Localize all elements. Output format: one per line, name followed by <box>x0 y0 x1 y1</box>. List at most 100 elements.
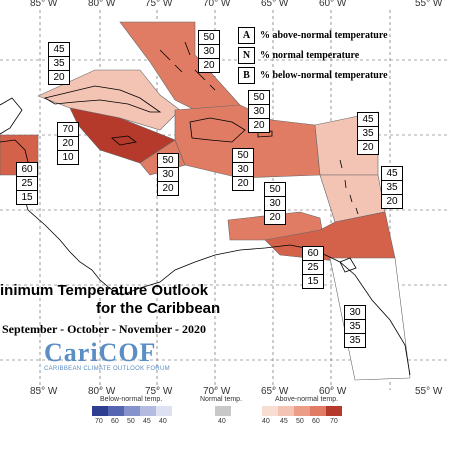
colorbar-normal-40 <box>215 406 231 416</box>
colorbar-tick-below-70: 70 <box>95 418 103 425</box>
prob-below: 20 <box>248 118 270 133</box>
prob-above: 50 <box>232 148 254 163</box>
prob-normal: 35 <box>48 56 70 71</box>
coast-cuba <box>43 85 162 113</box>
prob-box-trinidad: 60 25 15 <box>302 246 324 289</box>
prob-normal: 30 <box>157 167 179 182</box>
colorbar-below-45 <box>140 406 156 416</box>
prob-normal: 25 <box>302 260 324 275</box>
colorbar-tick-below-50: 50 <box>127 418 135 425</box>
prob-above: 30 <box>344 305 366 320</box>
logo-subtitle: CARIBBEAN CLIMATE OUTLOOK FORUM <box>44 366 170 372</box>
coast-south-america <box>121 244 411 376</box>
colorbar-below-70 <box>92 406 108 416</box>
lon-label-70w: 70° W <box>203 0 231 9</box>
prob-box-turks-caicos: 50 30 20 <box>248 90 270 133</box>
colorbar-tick-above-45: 45 <box>280 418 288 425</box>
prob-above: 45 <box>48 42 70 57</box>
coast-central-america <box>0 139 123 296</box>
colorbar-tick-below-60: 60 <box>111 418 119 425</box>
lon-label-bottom-75w: 75° W <box>145 386 173 397</box>
season-label: September - October - November - 2020 <box>2 322 206 336</box>
prob-normal: 30 <box>232 162 254 177</box>
prob-box-cayman: 50 30 20 <box>157 153 179 196</box>
prob-box-jamaica: 70 20 10 <box>57 122 79 165</box>
prob-normal: 25 <box>16 176 38 191</box>
colorbar-above-60 <box>310 406 326 416</box>
prob-normal: 20 <box>57 136 79 151</box>
prob-above: 60 <box>16 162 38 177</box>
prob-below: 20 <box>357 140 379 155</box>
coast-trinidad <box>339 257 357 273</box>
prob-below: 20 <box>157 181 179 196</box>
colorbar-tick-above-50: 50 <box>296 418 304 425</box>
lon-label-bottom-60w: 60° W <box>319 386 347 397</box>
prob-below: 20 <box>198 58 220 73</box>
legend-text-below: % below-normal temperature <box>260 70 388 81</box>
coastlines <box>0 41 411 376</box>
legend-row-below: B % below-normal temperature <box>238 67 388 84</box>
colorbar-below-40 <box>156 406 172 416</box>
prob-box-abc: 50 30 20 <box>264 182 286 225</box>
colorbar-below-60 <box>108 406 124 416</box>
map-title-line2: for the Caribbean <box>96 300 221 317</box>
prob-box-belize: 60 25 15 <box>16 162 38 205</box>
prob-below: 15 <box>16 190 38 205</box>
lon-label-75w: 75° W <box>145 0 173 9</box>
lon-label-bottom-80w: 80° W <box>88 386 116 397</box>
prob-below: 15 <box>302 274 324 289</box>
colorbar-above-45 <box>278 406 294 416</box>
colorbar-above-70 <box>326 406 342 416</box>
legend-row-above: A % above-normal temperature <box>238 27 388 44</box>
prob-normal: 30 <box>264 196 286 211</box>
lon-label-bottom-85w: 85° W <box>30 386 58 397</box>
prob-above: 50 <box>248 90 270 105</box>
prob-box-cuba: 45 35 20 <box>48 42 70 85</box>
prob-above: 50 <box>198 30 220 45</box>
coast-hispaniola <box>189 117 246 143</box>
prob-box-bahamas: 50 30 20 <box>198 30 220 73</box>
region-trinidad <box>264 211 396 263</box>
prob-above: 50 <box>157 153 179 168</box>
prob-above: 45 <box>357 112 379 127</box>
colorbar-below-50 <box>124 406 140 416</box>
region-guianas <box>329 257 411 381</box>
prob-box-leeward: 45 35 20 <box>357 112 379 155</box>
prob-normal: 35 <box>344 319 366 334</box>
colorbar-below-title: Below-normal temp. <box>100 396 163 403</box>
colorbar-normal-title: Normal temp. <box>200 396 243 403</box>
logo-name: CariCOF <box>44 338 157 367</box>
prob-normal: 35 <box>357 126 379 141</box>
coast-bahamas <box>159 41 216 91</box>
legend-text-above: % above-normal temperature <box>260 30 388 41</box>
prob-below: 35 <box>344 333 366 348</box>
map-title-line1: inimum Temperature Outlook <box>0 282 209 299</box>
legend-key-n: N <box>238 47 255 64</box>
coast-mexico-yucatan <box>0 97 23 135</box>
lon-label-65w: 65° W <box>261 0 289 9</box>
prob-normal: 30 <box>198 44 220 59</box>
prob-box-windward: 45 35 20 <box>381 166 403 209</box>
prob-below: 20 <box>232 176 254 191</box>
colorbar-above-50 <box>294 406 310 416</box>
legend-row-normal: N % normal temperature <box>238 47 359 64</box>
lon-label-55w: 55° W <box>415 0 443 9</box>
legend-text-normal: % normal temperature <box>260 50 360 61</box>
prob-box-guianas: 30 35 35 <box>344 305 366 348</box>
prob-normal: 35 <box>381 180 403 195</box>
colorbar-tick-above-40: 40 <box>262 418 270 425</box>
prob-below: 10 <box>57 150 79 165</box>
legend-key-b: B <box>238 67 255 84</box>
caricof-logo: CariCOF CARIBBEAN CLIMATE OUTLOOK FORUM <box>44 338 184 373</box>
prob-below: 20 <box>48 70 70 85</box>
colorbar-tick-above-60: 60 <box>312 418 320 425</box>
lon-label-85w: 85° W <box>30 0 58 9</box>
lon-label-80w: 80° W <box>88 0 116 9</box>
lon-label-60w: 60° W <box>319 0 347 9</box>
lon-label-bottom-70w: 70° W <box>203 386 231 397</box>
colorbar-tick-below-45: 45 <box>143 418 151 425</box>
colorbar-tick-below-40: 40 <box>159 418 167 425</box>
colorbar-above-title: Above-normal temp. <box>275 396 339 403</box>
